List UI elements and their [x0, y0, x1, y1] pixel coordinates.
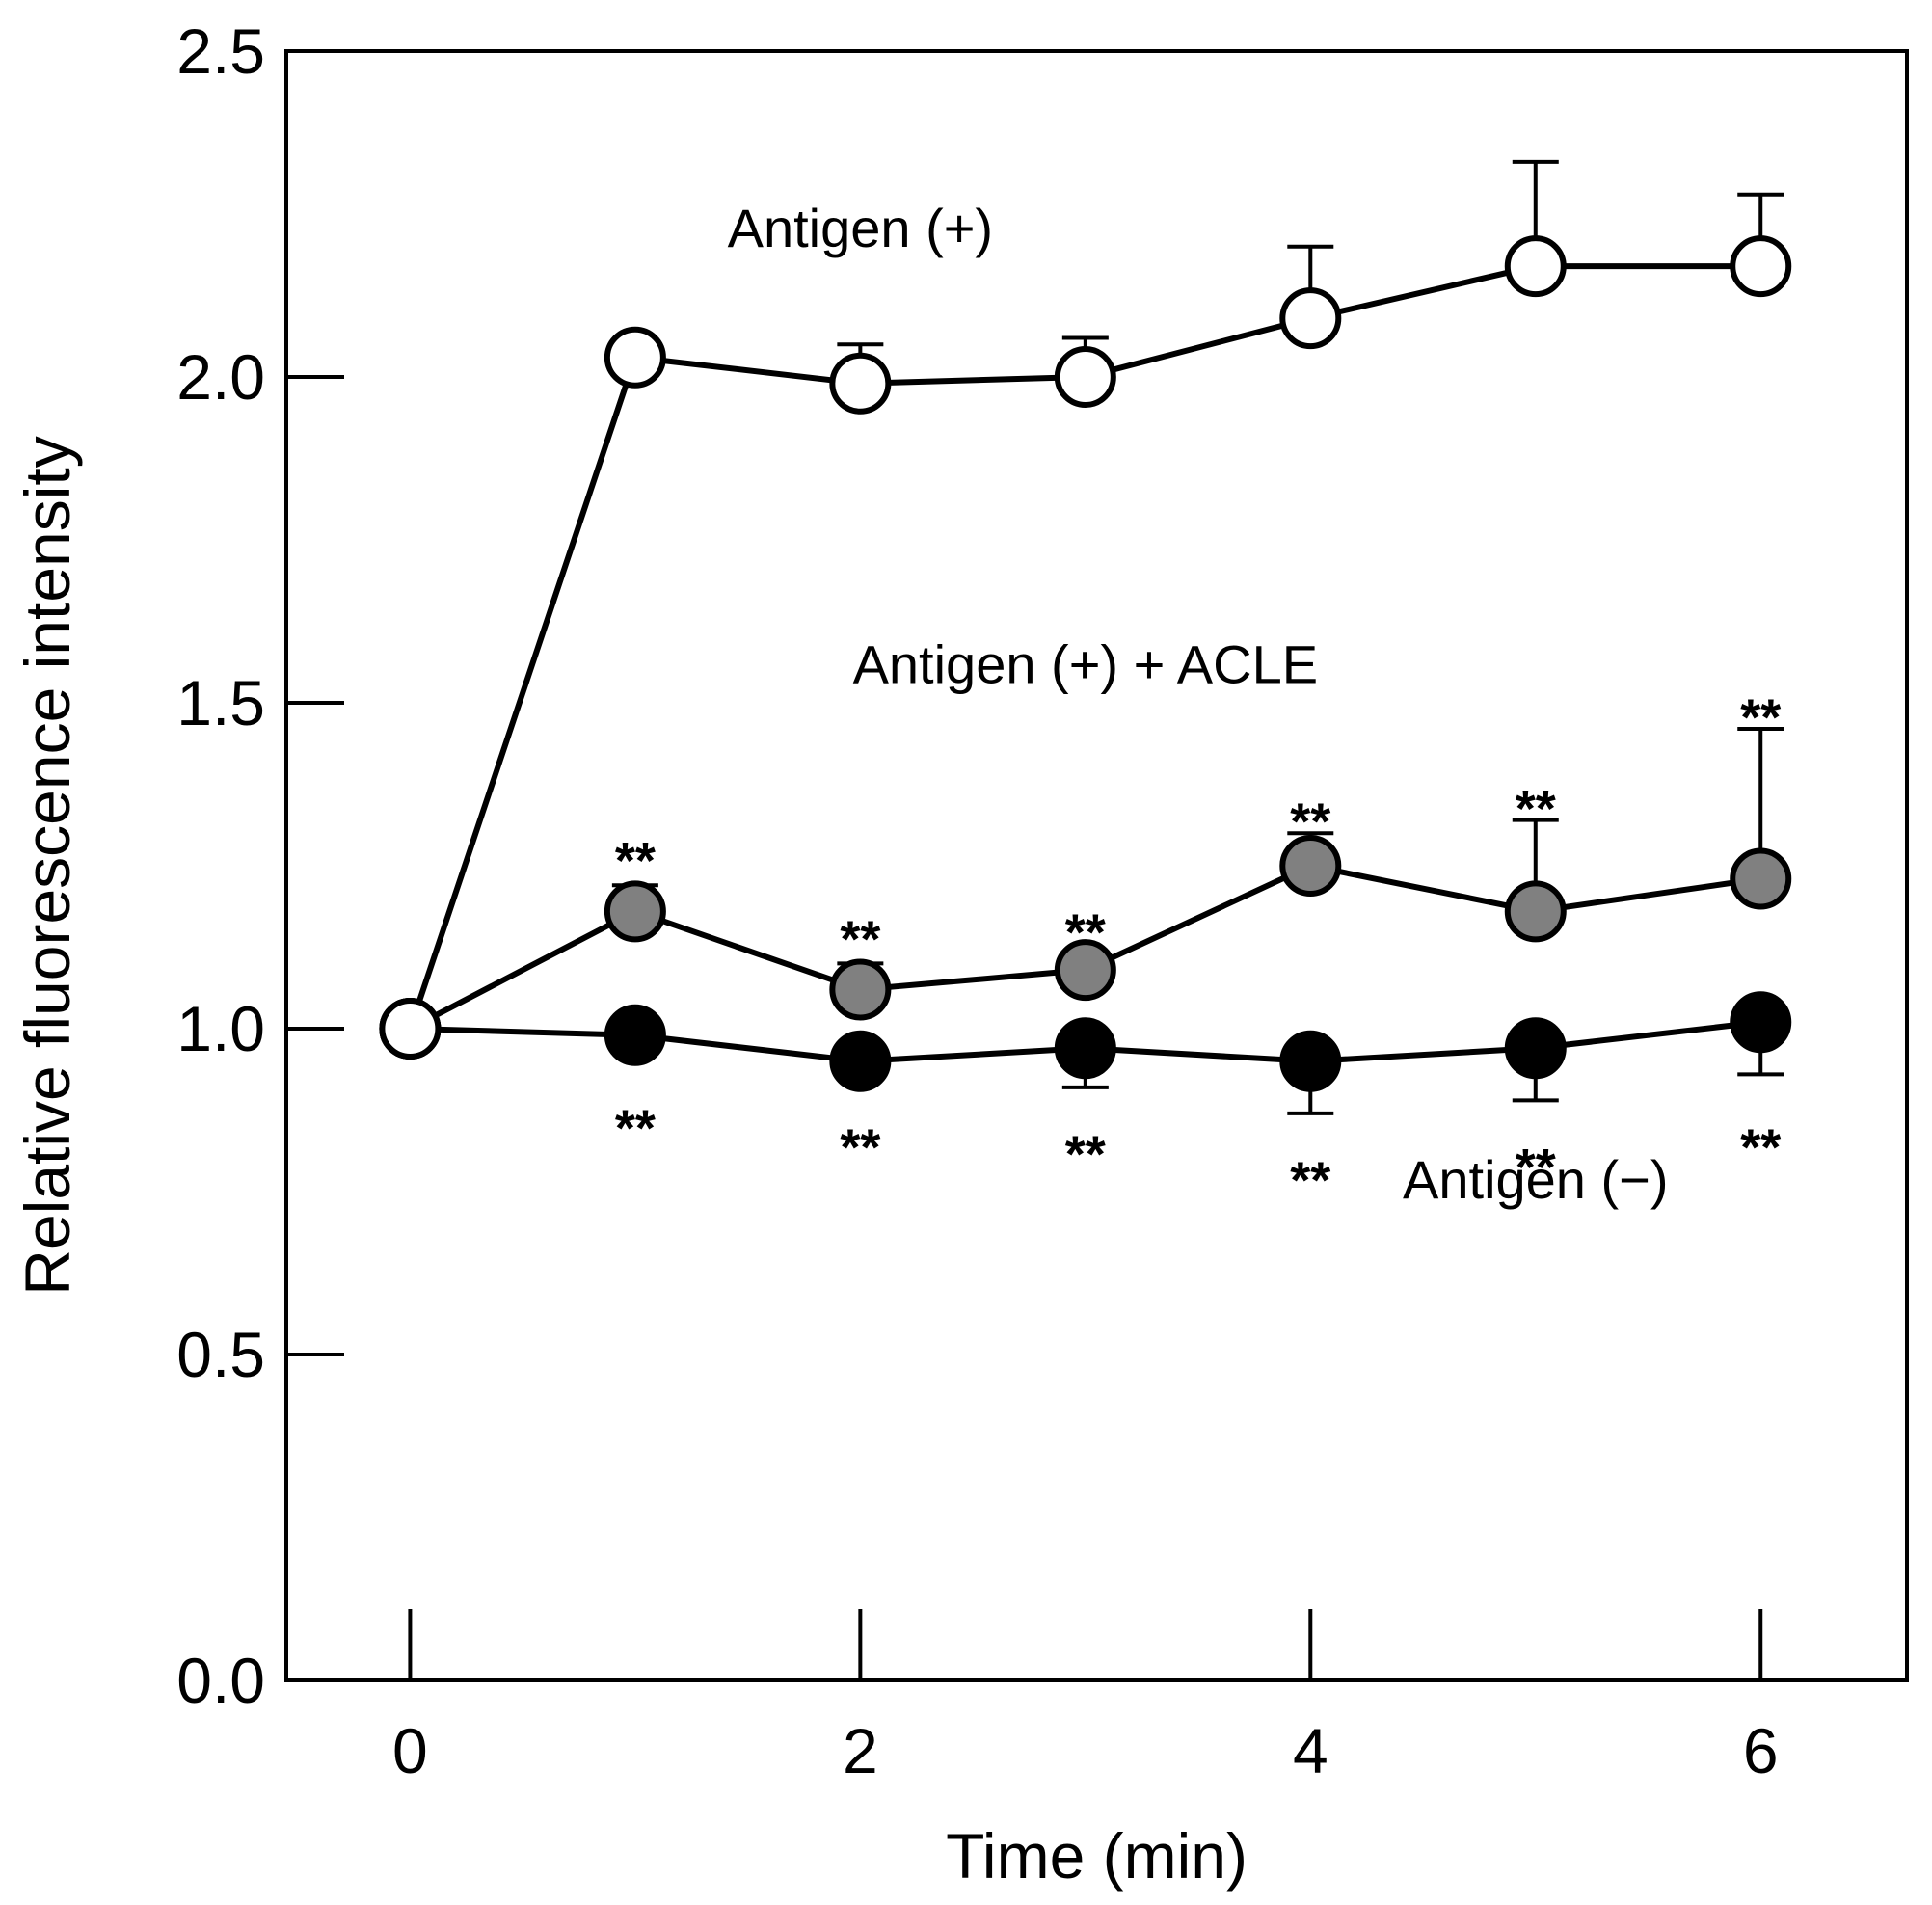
significance-mark: **: [1065, 904, 1106, 962]
series-annotation: Antigen (+) + ACLE: [853, 634, 1319, 695]
y-tick-label: 0.5: [176, 1319, 265, 1390]
data-point-gray-circle: [829, 958, 892, 1021]
data-point-filled-circle: [604, 1004, 666, 1066]
data-point-open-circle: [1730, 235, 1792, 298]
significance-mark: **: [1740, 1119, 1781, 1177]
significance-mark: **: [840, 910, 880, 968]
data-point-filled-circle: [1054, 1017, 1116, 1080]
data-point-open-circle: [829, 352, 892, 415]
significance-mark: **: [615, 1099, 656, 1157]
significance-mark: **: [840, 1119, 880, 1177]
y-tick-label: 2.5: [176, 15, 265, 87]
data-point-open-circle: [379, 998, 442, 1060]
significance-mark: **: [1740, 689, 1781, 747]
significance-mark: **: [1516, 1139, 1556, 1196]
x-tick-label: 0: [392, 1715, 428, 1786]
y-tick-label: 0.0: [176, 1645, 265, 1716]
significance-mark: **: [615, 832, 656, 890]
data-point-gray-circle: [1054, 939, 1116, 1002]
series-annotation: Antigen (+): [728, 198, 994, 258]
y-tick-label: 1.5: [176, 667, 265, 738]
data-point-open-circle: [604, 326, 666, 389]
data-point-gray-circle: [1279, 835, 1342, 897]
data-point-filled-circle: [1504, 1017, 1567, 1080]
y-tick-label: 1.0: [176, 993, 265, 1064]
data-point-gray-circle: [604, 880, 666, 943]
significance-mark: **: [1290, 793, 1330, 851]
x-tick-label: 4: [1293, 1715, 1328, 1786]
significance-mark: **: [1516, 780, 1556, 838]
x-axis-label: Time (min): [946, 1820, 1248, 1892]
data-point-filled-circle: [1730, 991, 1792, 1054]
series-annotation: Antigen (−): [1403, 1149, 1669, 1210]
data-point-gray-circle: [1730, 847, 1792, 910]
data-point-open-circle: [1504, 235, 1567, 298]
data-point-filled-circle: [1279, 1030, 1342, 1092]
data-point-gray-circle: [1504, 880, 1567, 943]
plot-frame: [284, 49, 1909, 1682]
y-axis-label: Relative fluorescence intensity: [12, 436, 83, 1295]
data-point-open-circle: [1279, 287, 1342, 350]
x-tick-label: 2: [843, 1715, 878, 1786]
x-tick-label: 6: [1743, 1715, 1779, 1786]
significance-mark: **: [1290, 1151, 1330, 1209]
data-point-open-circle: [1054, 346, 1116, 408]
significance-mark: **: [1065, 1125, 1106, 1183]
y-tick-label: 2.0: [176, 341, 265, 413]
data-point-filled-circle: [829, 1030, 892, 1092]
